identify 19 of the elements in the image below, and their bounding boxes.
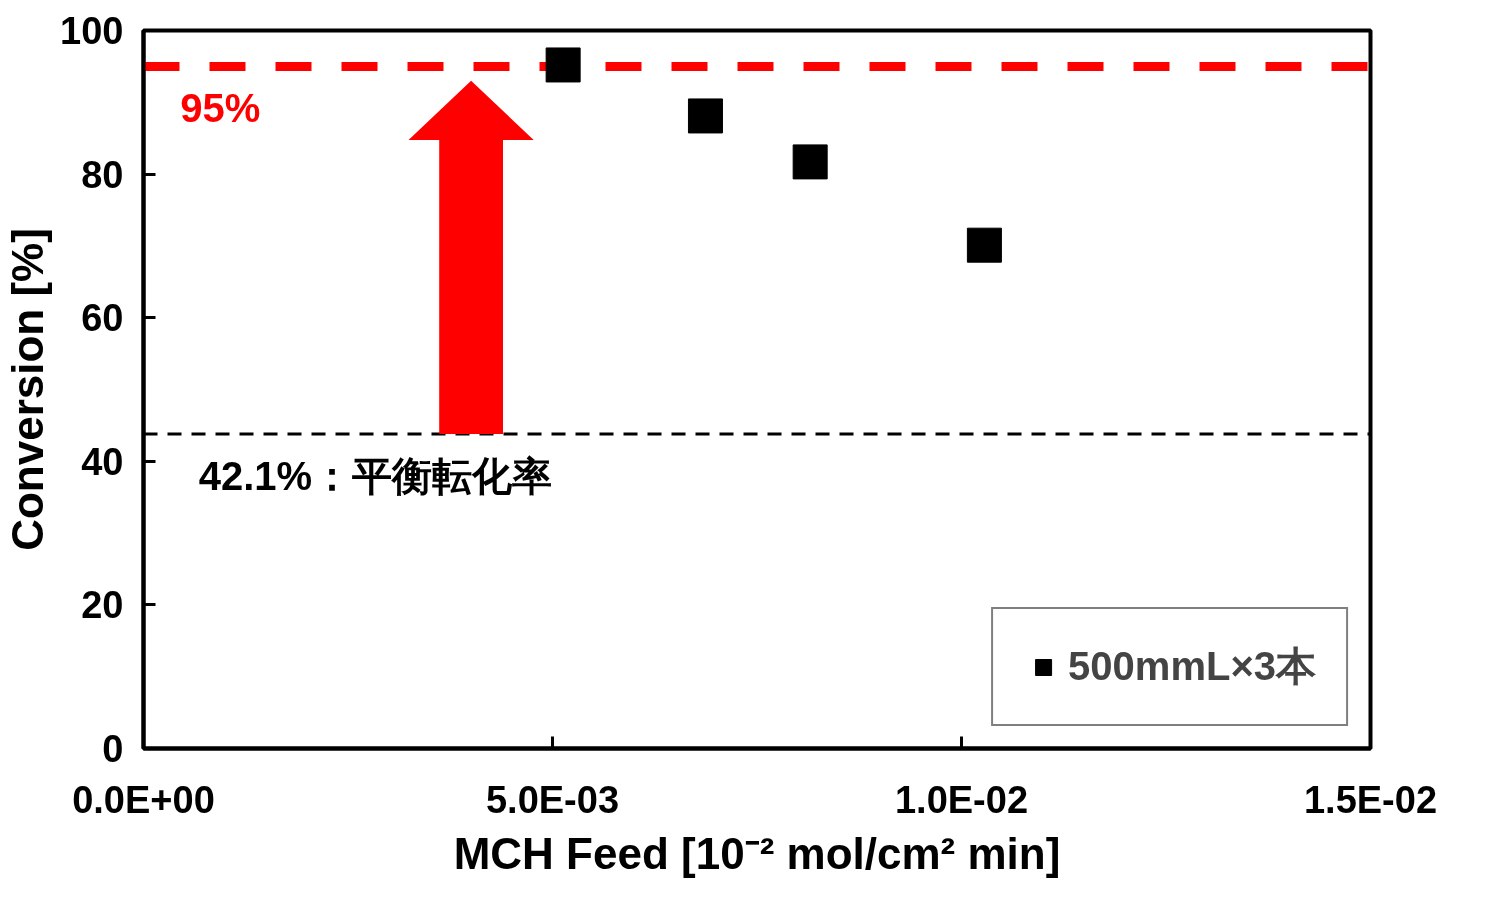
- x-axis-title: MCH Feed [10⁻² mol/cm² min]: [453, 828, 1061, 878]
- y-tick-label: 0: [102, 728, 124, 770]
- point: [687, 98, 723, 134]
- y-tick-label: 100: [60, 10, 124, 52]
- y-tick-label: 60: [81, 297, 124, 340]
- x-tick-label: 0.0E+00: [72, 778, 215, 821]
- x-tick-label: 1.0E-02: [894, 778, 1029, 821]
- point: [792, 144, 828, 180]
- y-tick-label: 20: [81, 584, 124, 627]
- ref-line-label: 42.1%：平衡転化率: [198, 454, 553, 499]
- y-axis-title: Conversion [%]: [3, 228, 53, 551]
- point: [966, 227, 1002, 263]
- point: [545, 47, 581, 83]
- x-tick-label: 5.0E-03: [485, 778, 620, 821]
- legend-label: 500mmL×3本: [1068, 643, 1316, 690]
- ref-line-label: 95%: [180, 86, 261, 131]
- y-tick-label: 80: [81, 153, 124, 196]
- x-tick-label: 1.5E-02: [1303, 778, 1438, 821]
- y-tick-label: 40: [81, 440, 124, 483]
